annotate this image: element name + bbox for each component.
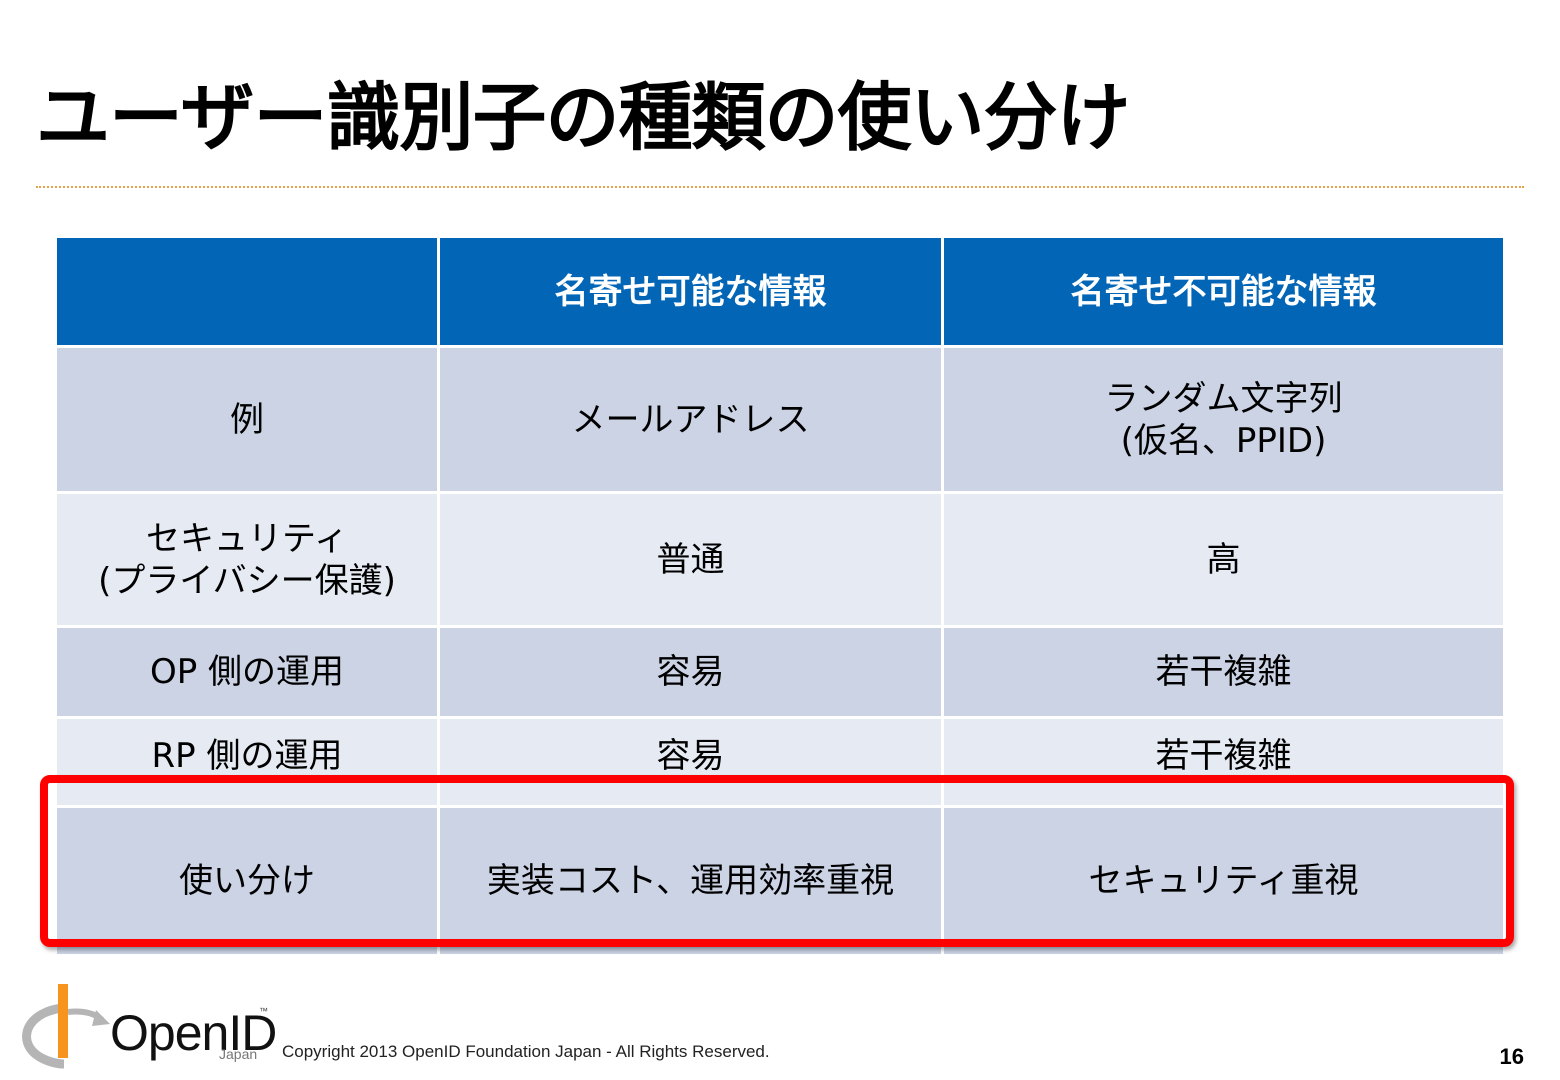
openid-logo-icon — [22, 984, 110, 1069]
header-cell-unlinkable: 名寄せ不可能な情報 — [944, 238, 1503, 348]
table-row: 例 メールアドレス ランダム文字列 (仮名、PPID) — [57, 348, 1503, 494]
title-divider — [36, 186, 1524, 188]
table-row: RP 側の運用 容易 若干複雑 — [57, 719, 1503, 808]
cell-rp-linkable: 容易 — [440, 719, 944, 808]
cell-security-linkable: 普通 — [440, 494, 944, 628]
logo-trademark: ™ — [259, 1006, 268, 1016]
slide-title: ユーザー識別子の種類の使い分け — [36, 75, 1131, 161]
cell-op-unlinkable: 若干複雑 — [944, 628, 1503, 719]
table-row: OP 側の運用 容易 若干複雑 — [57, 628, 1503, 719]
cell-security-unlinkable: 高 — [944, 494, 1503, 628]
copyright-text: Copyright 2013 OpenID Foundation Japan -… — [282, 1042, 770, 1061]
row-label-usage: 使い分け — [57, 808, 440, 957]
row-label-security: セキュリティ (プライバシー保護) — [57, 494, 440, 628]
cell-usage-unlinkable: セキュリティ重視 — [944, 808, 1503, 957]
cell-rp-unlinkable: 若干複雑 — [944, 719, 1503, 808]
comparison-table: 名寄せ可能な情報 名寄せ不可能な情報 例 メールアドレス ランダム文字列 (仮名、… — [57, 238, 1503, 957]
table-row: 使い分け 実装コスト、運用効率重視 セキュリティ重視 — [57, 808, 1503, 957]
table-row: セキュリティ (プライバシー保護) 普通 高 — [57, 494, 1503, 628]
row-label-rp-operation: RP 側の運用 — [57, 719, 440, 808]
cell-example-linkable: メールアドレス — [440, 348, 944, 494]
logo-wordmark: OpenID — [110, 1005, 277, 1061]
table-header-row: 名寄せ可能な情報 名寄せ不可能な情報 — [57, 238, 1503, 348]
cell-usage-linkable: 実装コスト、運用効率重視 — [440, 808, 944, 957]
header-cell-empty — [57, 238, 440, 348]
header-cell-linkable: 名寄せ可能な情報 — [440, 238, 944, 348]
highlight-box — [40, 775, 1514, 947]
row-label-example: 例 — [57, 348, 440, 494]
row-label-op-operation: OP 側の運用 — [57, 628, 440, 719]
cell-op-linkable: 容易 — [440, 628, 944, 719]
cell-example-unlinkable: ランダム文字列 (仮名、PPID) — [944, 348, 1503, 494]
logo-subtitle: Japan — [219, 1046, 258, 1062]
page-number: 16 — [1499, 1044, 1524, 1069]
